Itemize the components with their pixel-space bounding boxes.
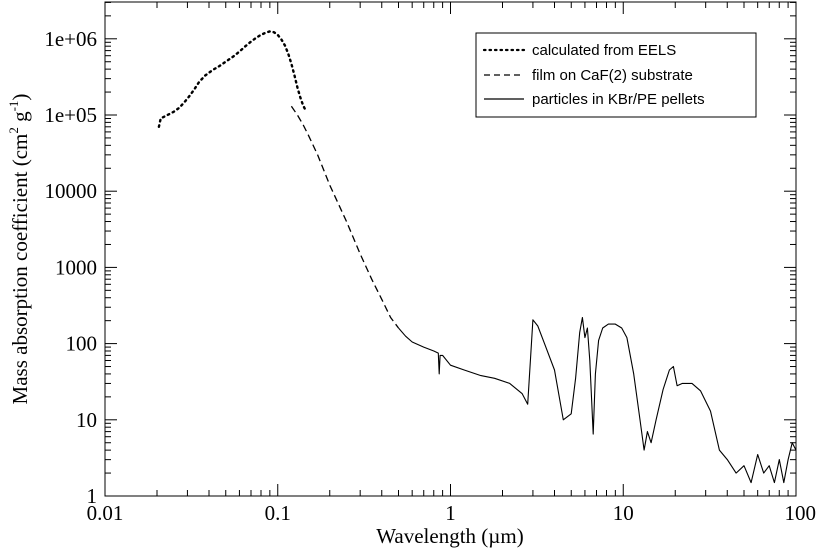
series-line-calculated-from-eels bbox=[157, 30, 307, 129]
x-tick-label: 0.1 bbox=[265, 501, 291, 525]
legend-label-eels: calculated from EELS bbox=[532, 42, 676, 59]
y-tick-label: 1 bbox=[87, 484, 98, 508]
y-tick-label: 1e+06 bbox=[44, 27, 97, 51]
y-tick-label: 100 bbox=[66, 332, 98, 356]
y-axis-title-mid: g bbox=[8, 111, 32, 127]
legend: calculated from EELS film on CaF(2) subs… bbox=[475, 32, 757, 118]
y-tick-label: 10 bbox=[76, 408, 97, 432]
series-line-particles-in-kbr-pe-pellets bbox=[398, 316, 797, 484]
y-tick-label: 1e+05 bbox=[44, 103, 97, 127]
legend-box bbox=[475, 32, 757, 118]
x-tick-label: 0.01 bbox=[87, 501, 124, 525]
x-tick-label: 1 bbox=[445, 501, 456, 525]
y-tick-label: 1000 bbox=[55, 255, 97, 279]
x-tick-label: 100 bbox=[785, 501, 817, 525]
legend-label-film: film on CaF(2) substrate bbox=[532, 67, 693, 84]
x-tick-label: 10 bbox=[613, 501, 634, 525]
y-axis-title-exp1: 2 bbox=[6, 127, 21, 134]
legend-label-particles: particles in KBr/PE pellets bbox=[532, 91, 705, 108]
series-layer bbox=[157, 30, 797, 484]
y-tick-label: 10000 bbox=[45, 179, 98, 203]
y-axis-title-close: ) bbox=[8, 94, 32, 101]
x-axis-title: Wavelength (µm) bbox=[376, 524, 523, 548]
y-axis-title-main: Mass absorption coefficient (cm bbox=[8, 134, 32, 405]
tick-labels: 0.01 0.1 1 10 100 1 10 100 1000 10000 1e+05 1e+06 bbox=[44, 27, 816, 525]
y-axis-title-exp2: -1 bbox=[6, 101, 21, 112]
series-line-film-on-caf-2-substrate bbox=[290, 105, 400, 329]
axis-ticks bbox=[104, 1, 797, 497]
y-axis-title: Mass absorption coefficient (cm2 g-1) bbox=[6, 94, 32, 405]
